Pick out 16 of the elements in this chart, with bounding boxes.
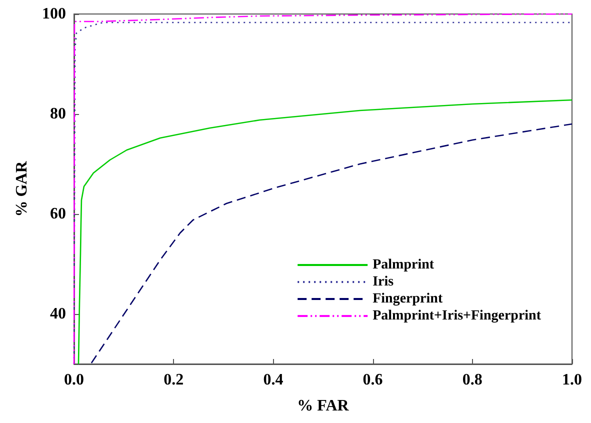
y-tick-label: 80 [50,106,66,122]
x-axis-title: % FAR [297,398,350,414]
legend-label: Iris [372,274,394,290]
y-tick-label: 60 [50,206,66,222]
legend-label: Palmprint+Iris+Fingerprint [372,308,542,324]
x-tick-label: 0.6 [362,372,383,388]
x-tick-label: 0.8 [462,372,482,388]
legend-label: Fingerprint [372,292,443,306]
x-tick-label: 1.0 [562,372,582,388]
x-tick-label: 0.2 [164,372,184,388]
legend-label: Palmprint [372,258,434,272]
y-axis-title: % GAR [14,160,30,217]
x-tick-label: 0.0 [64,372,84,388]
x-tick-label: 0.4 [263,372,284,388]
y-tick-label: 100 [42,6,66,22]
y-tick-label: 40 [50,306,66,322]
